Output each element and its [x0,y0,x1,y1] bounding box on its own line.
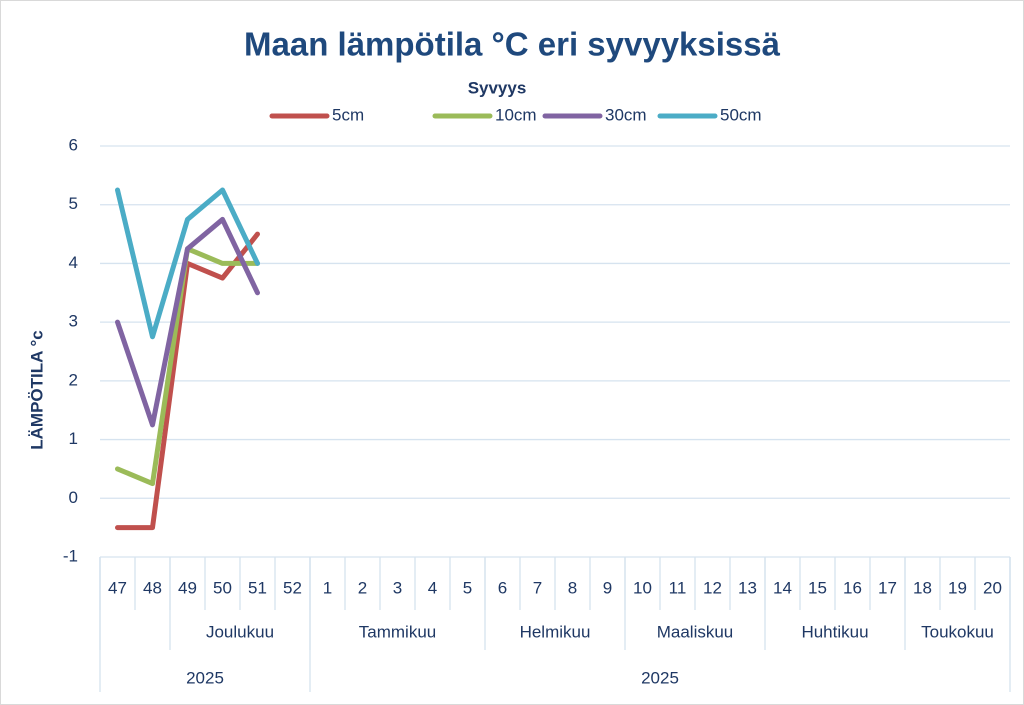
month-label: Toukokuu [921,622,994,641]
x-tick-label: 2 [358,578,367,597]
month-label: Helmikuu [520,622,591,641]
x-tick-label: 4 [428,578,437,597]
x-tick-label: 51 [248,578,267,597]
x-tick-label: 49 [178,578,197,597]
x-tick-label: 13 [738,578,757,597]
chart-title: Maan lämpötila °C eri syvyyksissä [244,26,781,63]
year-label: 2025 [186,668,224,687]
x-tick-label: 5 [463,578,472,597]
x-tick-label: 16 [843,578,862,597]
y-axis-title: LÄMPÖTILA °c [27,330,46,450]
x-tick-label: 52 [283,578,302,597]
y-tick-label: 6 [69,135,78,154]
month-label: Tammikuu [359,622,436,641]
series-line [115,216,260,428]
x-tick-label: 8 [568,578,577,597]
x-tick-label: 50 [213,578,232,597]
x-tick-label: 9 [603,578,612,597]
year-label: 2025 [641,668,679,687]
x-tick-label: 1 [323,578,332,597]
series-line [115,187,260,340]
y-tick-label: -1 [63,546,78,565]
y-tick-label: 5 [69,194,78,213]
x-tick-label: 15 [808,578,827,597]
y-tick-label: 1 [69,429,78,448]
x-tick-label: 11 [669,578,687,597]
x-tick-label: 17 [878,578,897,597]
y-tick-label: 0 [69,488,78,507]
y-tick-label: 3 [69,312,78,331]
x-tick-label: 12 [703,578,722,597]
x-tick-label: 3 [393,578,402,597]
legend-label: 5cm [332,105,364,124]
x-tick-label: 47 [108,578,127,597]
legend-label: 10cm [495,105,537,124]
x-tick-label: 48 [143,578,162,597]
x-tick-label: 7 [533,578,542,597]
x-tick-label: 14 [773,578,792,597]
y-tick-label: 2 [69,370,78,389]
x-tick-label: 10 [633,578,652,597]
month-label: Joulukuu [206,622,274,641]
x-tick-label: 19 [948,578,967,597]
x-tick-label: 6 [498,578,507,597]
legend-label: 50cm [720,105,762,124]
legend-label: 30cm [605,105,647,124]
y-tick-label: 4 [69,253,78,272]
x-tick-label: 20 [983,578,1002,597]
x-tick-label: 18 [913,578,932,597]
legend-title: Syvyys [468,78,527,97]
month-label: Huhtikuu [801,622,868,641]
month-label: Maaliskuu [657,622,734,641]
